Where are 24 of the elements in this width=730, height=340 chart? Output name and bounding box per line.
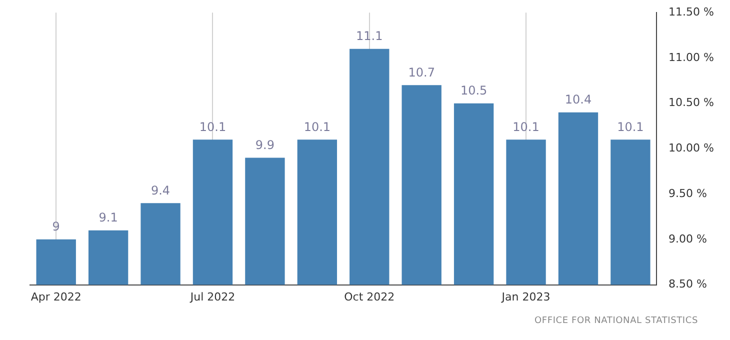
y-tick-label: 9.50 % [668,186,708,200]
x-tick-label: Jul 2022 [189,290,236,304]
y-tick-label: 10.50 % [668,96,714,110]
y-tick-label: 9.00 % [668,232,708,246]
y-tick-label: 11.00 % [668,50,714,64]
data-label: 11.1 [356,29,383,44]
data-label: 10.4 [564,92,592,107]
y-tick-label: 11.50 % [668,5,714,18]
y-tick-label: 8.50 % [668,278,708,291]
data-label: 9.4 [150,183,170,198]
data-label: 10.1 [304,120,331,134]
data-label: 10.5 [460,83,488,98]
data-label: 10.7 [408,65,435,80]
y-tick-label: 10.00 % [668,142,714,155]
data-label: 9.9 [255,138,275,152]
data-label: 10.1 [199,120,226,134]
x-tick-label: Oct 2022 [344,290,395,304]
data-label: 10.1 [512,120,540,134]
data-label: 9 [52,220,60,234]
data-label: 9.1 [98,210,118,224]
text: OFFICE FOR NATIONAL STATISTICS [534,316,698,326]
x-tick-label: Jan 2023 [500,290,550,304]
x-tick-label: Apr 2022 [30,290,82,304]
data-label: 10.1 [617,120,644,134]
